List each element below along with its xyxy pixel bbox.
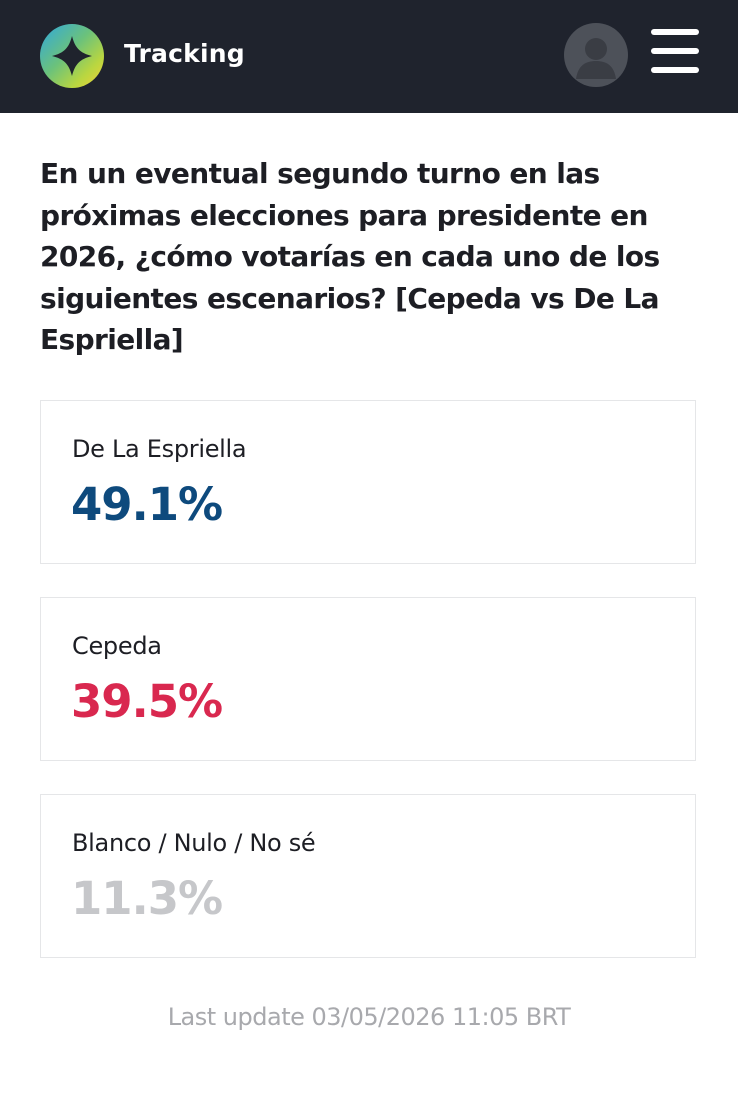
result-value: 11.3% [71,872,223,925]
compass-logo-icon[interactable] [40,24,104,88]
result-card-blanco-nulo: Blanco / Nulo / No sé 11.3% [40,794,696,958]
result-value: 39.5% [71,675,223,728]
result-label: Cepeda [72,632,162,660]
last-update-text: Last update 03/05/2026 11:05 BRT [167,1003,571,1031]
result-value: 49.1% [71,478,223,531]
menu-bar [651,29,699,35]
top-header: Tracking [0,0,738,113]
result-card-de-la-espriella: De La Espriella 49.1% [40,400,696,564]
user-avatar-icon[interactable] [564,23,628,87]
app-title: Tracking [124,39,245,68]
result-card-cepeda: Cepeda 39.5% [40,597,696,761]
menu-bar [651,48,699,54]
poll-question: En un eventual segundo turno en las próx… [40,157,660,356]
menu-bar [651,67,699,73]
result-label: Blanco / Nulo / No sé [72,829,316,857]
result-label: De La Espriella [72,435,247,463]
hamburger-menu-icon[interactable] [651,29,699,73]
